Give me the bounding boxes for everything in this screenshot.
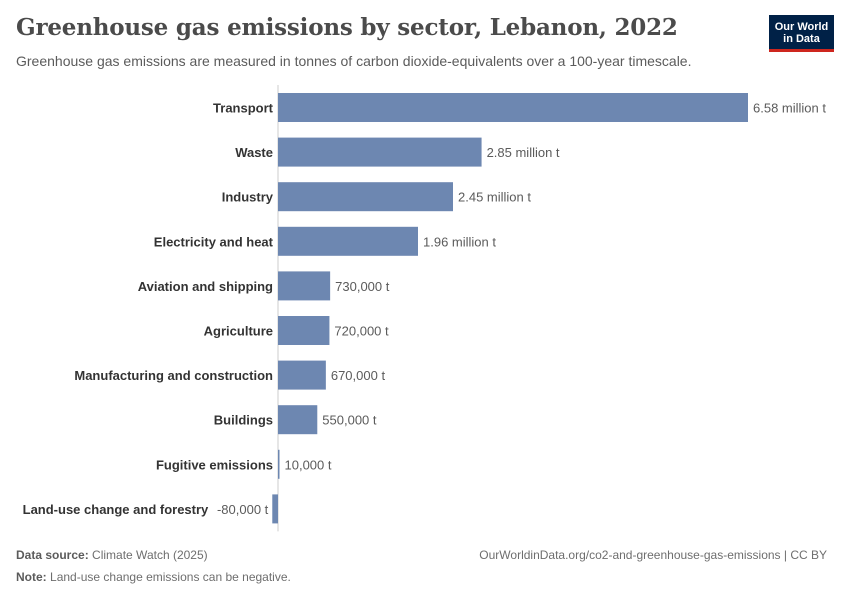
category-label: Industry [222, 190, 274, 205]
value-label: 720,000 t [334, 324, 389, 339]
bar-chart: Transport 6.58 million t Waste 2.85 million… [23, 85, 826, 532]
data-source-link[interactable]: Climate Watch (2025) [92, 548, 208, 562]
bar[interactable] [278, 93, 748, 122]
bar[interactable] [278, 316, 330, 345]
data-source: Data source: Climate Watch (2025) [16, 548, 208, 562]
category-label: Buildings [214, 413, 273, 428]
note-text: Land-use change emissions can be negativ… [50, 570, 291, 584]
logo-line-1: Our World [774, 21, 829, 33]
bar[interactable] [278, 405, 318, 435]
bar[interactable] [278, 449, 280, 479]
category-label: Land-use change and forestry [23, 502, 209, 517]
category-label: Waste [235, 145, 273, 160]
category-label: Agriculture [204, 324, 273, 339]
category-label: Electricity and heat [154, 234, 274, 249]
value-label: -80,000 t [217, 502, 269, 517]
chart-note: Note: Land-use change emissions can be n… [16, 570, 291, 584]
logo-line-2: in Data [783, 33, 820, 45]
bar[interactable] [278, 226, 418, 256]
bar[interactable] [278, 137, 482, 167]
value-label: 10,000 t [285, 457, 332, 472]
bar[interactable] [272, 494, 278, 524]
bar[interactable] [278, 182, 453, 212]
value-label: 2.45 million t [458, 190, 531, 205]
bar[interactable] [278, 271, 331, 301]
value-label: 6.58 million t [753, 101, 826, 116]
category-label: Aviation and shipping [138, 279, 273, 294]
category-label: Manufacturing and construction [74, 368, 273, 383]
owid-logo[interactable]: Our World in Data [769, 15, 834, 52]
value-label: 730,000 t [335, 279, 390, 294]
data-source-label: Data source: [16, 548, 89, 562]
chart-title: Greenhouse gas emissions by sector, Leba… [16, 14, 678, 41]
note-label: Note: [16, 570, 47, 584]
category-label: Transport [213, 101, 274, 116]
value-label: 2.85 million t [487, 145, 560, 160]
category-label: Fugitive emissions [156, 457, 273, 472]
value-label: 1.96 million t [423, 234, 496, 249]
value-label: 670,000 t [331, 368, 386, 383]
value-label: 550,000 t [322, 413, 377, 428]
source-url[interactable]: OurWorldinData.org/co2-and-greenhouse-ga… [479, 548, 827, 562]
chart-subtitle: Greenhouse gas emissions are measured in… [16, 53, 692, 69]
bar[interactable] [278, 360, 326, 390]
